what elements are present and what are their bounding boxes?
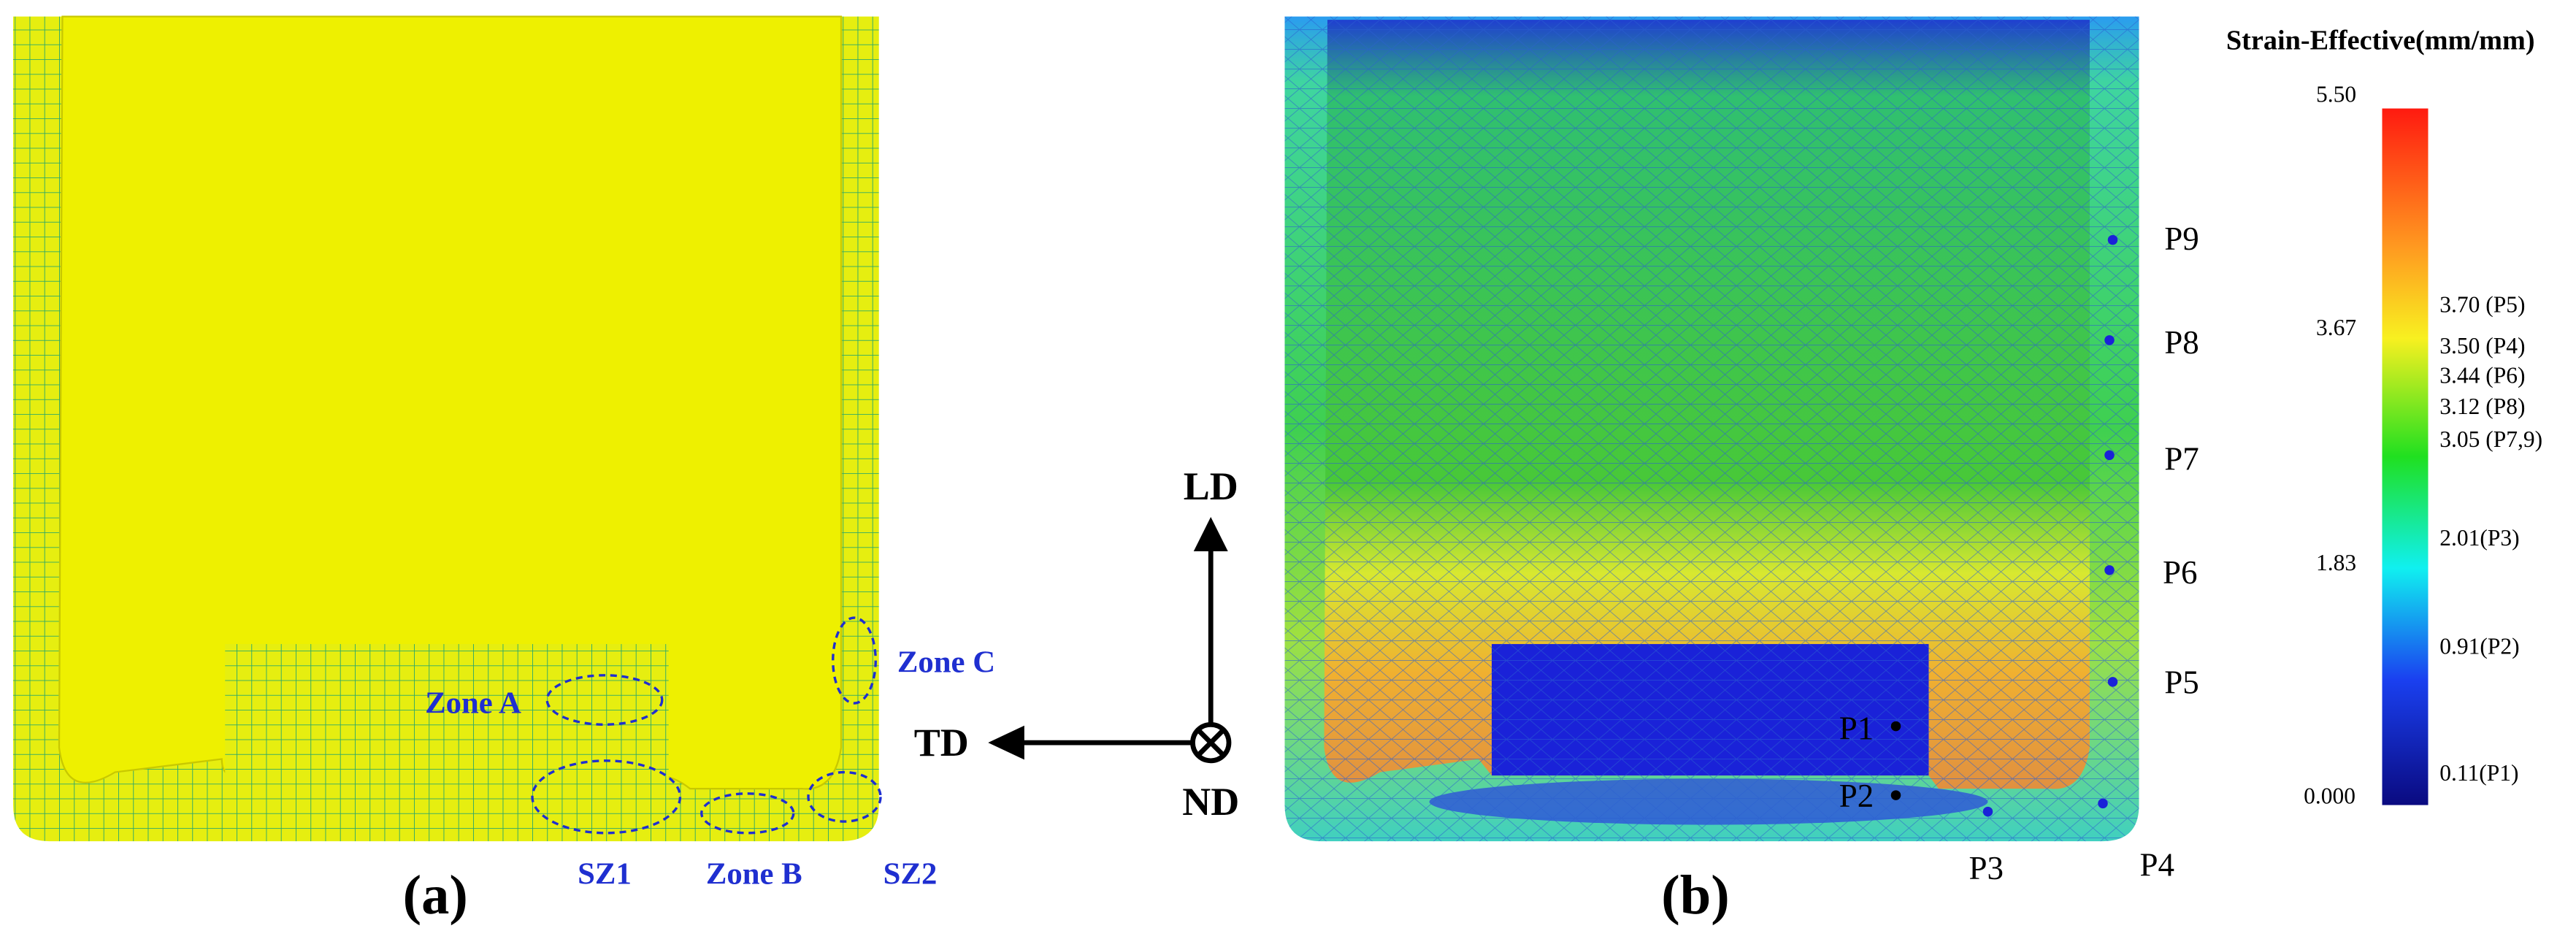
point-label: P9 xyxy=(2164,221,2199,257)
colorbar-annotation: 3.70 (P5) xyxy=(2439,292,2525,318)
colorbar-bar xyxy=(2382,108,2429,805)
colorbar-title: Strain-Effective(mm/mm) xyxy=(2226,26,2535,56)
colorbar-annotation: 3.44 (P6) xyxy=(2439,362,2525,388)
axis-label: TD xyxy=(914,721,969,764)
panel-a: Zone A Zone C SZ1 Zone B SZ2 (a) xyxy=(13,15,995,926)
colorbar-tick: 1.83 xyxy=(2316,550,2356,575)
zone-ellipses xyxy=(531,616,882,835)
zone-label: SZ1 xyxy=(578,857,632,892)
points xyxy=(1890,234,2118,817)
panel-label: (a) xyxy=(403,864,468,926)
zone-label: Zone C xyxy=(897,645,995,679)
zone-label: Zone A xyxy=(425,686,521,721)
colorbar-annotation: 0.11(P1) xyxy=(2439,760,2518,786)
point-label: P7 xyxy=(2164,441,2199,478)
mesh-overlay xyxy=(1284,16,2139,842)
zone-label: Zone B xyxy=(706,857,802,892)
colorbar-annotation: 3.05 (P7,9) xyxy=(2439,426,2542,452)
colorbar-annotation: 3.50 (P4) xyxy=(2439,333,2525,359)
point-label: P5 xyxy=(2164,664,2199,701)
point-label: P4 xyxy=(2139,846,2174,883)
colorbar-tick: 3.67 xyxy=(2316,315,2356,340)
zone-label: SZ2 xyxy=(883,857,938,892)
colorbar-annotation: 2.01(P3) xyxy=(2439,525,2519,551)
panel-label: (b) xyxy=(1661,864,1730,926)
colorbar-annotation: 3.12 (P8) xyxy=(2439,394,2525,419)
point-label: P6 xyxy=(2163,554,2198,591)
colorbar-tick: 5.50 xyxy=(2316,82,2356,107)
axis-label: ND xyxy=(1182,780,1239,824)
point-label: P3 xyxy=(1969,850,2004,886)
colorbar-tick: 0.000 xyxy=(2304,783,2355,808)
colorbar-annotation: 0.91(P2) xyxy=(2439,634,2519,659)
axes-symbol xyxy=(988,517,1232,764)
colorbar: Strain-Effective(mm/mm) 5.50 3.67 1.83 0… xyxy=(2226,26,2542,809)
mesh-zone xyxy=(225,644,669,781)
point-label: P1 xyxy=(1839,710,1874,747)
axis-label: LD xyxy=(1184,464,1238,508)
point-label: P2 xyxy=(1839,778,1874,814)
point-label: P8 xyxy=(2164,324,2199,361)
panel-b: P1 P2 P3 P4 P5 P6 P7 P8 P9 (b) xyxy=(1284,16,2199,926)
